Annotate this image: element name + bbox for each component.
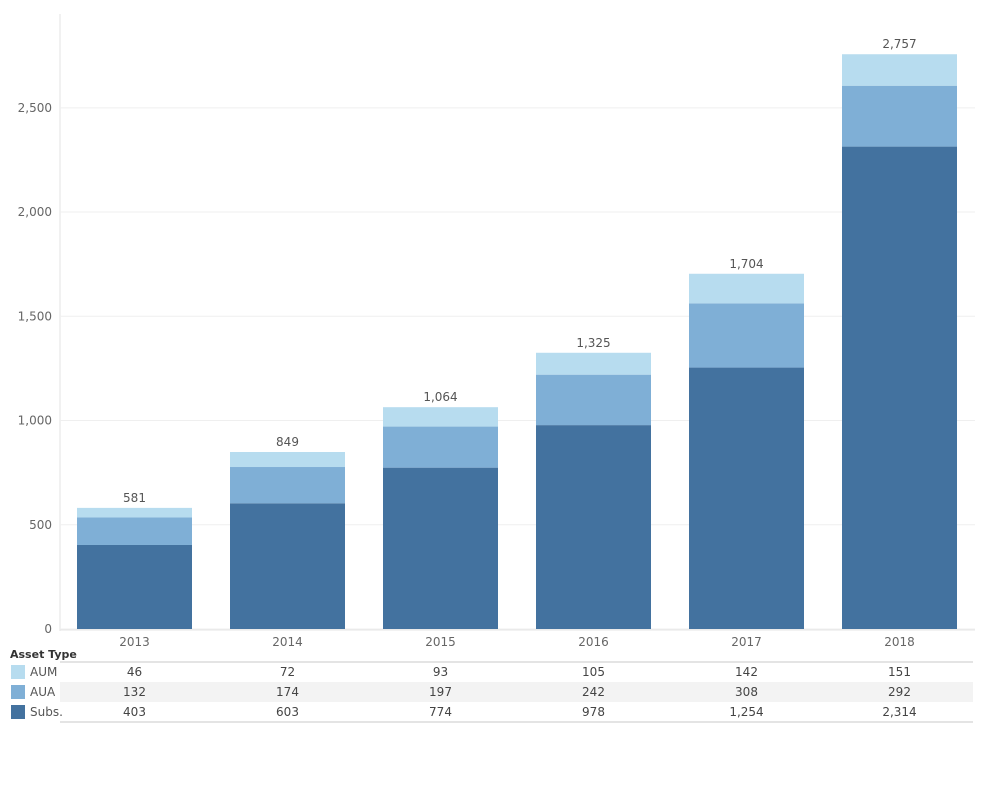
bar-total-label: 1,325 xyxy=(576,336,610,350)
table-cell: 93 xyxy=(433,665,448,679)
table-cell: 142 xyxy=(735,665,758,679)
y-tick-label: 1,000 xyxy=(18,414,52,428)
bar-segment xyxy=(689,303,804,368)
legend-label: Subs. xyxy=(30,705,63,719)
x-tick-label: 2015 xyxy=(425,635,456,649)
legend-label: AUM xyxy=(30,665,57,679)
bar-total-label: 581 xyxy=(123,491,146,505)
y-tick-label: 1,500 xyxy=(18,309,52,323)
bar-segment xyxy=(230,467,345,504)
table-row-band xyxy=(60,682,973,702)
x-tick-label: 2018 xyxy=(884,635,915,649)
bar-segment xyxy=(383,426,498,468)
bar-segment xyxy=(230,503,345,629)
table-cell: 105 xyxy=(582,665,605,679)
x-axis: 2013 2014 2015 2016 2017 2018 xyxy=(60,629,975,649)
bar-segment xyxy=(77,517,192,545)
bar-total-label: 849 xyxy=(276,435,299,449)
table-cell: 978 xyxy=(582,705,605,719)
bar-segment xyxy=(77,507,192,518)
legend-title: Asset Type xyxy=(10,648,77,661)
bar-segment xyxy=(689,367,804,629)
bars xyxy=(77,54,957,629)
table-cell: 197 xyxy=(429,685,452,699)
total-labels: 581 849 1,064 1,325 1,704 2,757 xyxy=(123,37,917,505)
legend-swatch xyxy=(11,685,25,699)
table-cell: 774 xyxy=(429,705,452,719)
bar-segment xyxy=(842,85,957,147)
y-tick-label: 2,000 xyxy=(18,205,52,219)
bar-segment xyxy=(689,273,804,304)
table-cell: 603 xyxy=(276,705,299,719)
legend-table: Asset Type AUM 46 72 93 105 142 151 AUA 132 174 19… xyxy=(10,648,973,723)
y-axis: 0 500 1,000 1,500 2,000 2,500 xyxy=(18,101,52,636)
bar-total-label: 1,704 xyxy=(729,257,763,271)
bar-segment xyxy=(842,54,957,86)
y-tick-label: 500 xyxy=(29,518,52,532)
table-cell: 72 xyxy=(280,665,295,679)
x-tick-label: 2013 xyxy=(119,635,150,649)
table-cell: 46 xyxy=(127,665,142,679)
table-cell: 403 xyxy=(123,705,146,719)
x-tick-label: 2016 xyxy=(578,635,609,649)
legend-swatch xyxy=(11,665,25,679)
table-cell: 292 xyxy=(888,685,911,699)
x-tick-label: 2017 xyxy=(731,635,762,649)
y-tick-label: 0 xyxy=(44,622,52,636)
table-cell: 174 xyxy=(276,685,299,699)
bar-segment xyxy=(77,544,192,629)
bar-segment xyxy=(842,146,957,629)
bar-segment xyxy=(536,352,651,375)
bar-segment xyxy=(536,425,651,629)
bar-segment xyxy=(383,467,498,629)
table-cell: 151 xyxy=(888,665,911,679)
table-cell: 132 xyxy=(123,685,146,699)
gridlines xyxy=(59,14,975,631)
table-cell: 2,314 xyxy=(882,705,916,719)
bar-total-label: 2,757 xyxy=(882,37,916,51)
bar-segment xyxy=(383,407,498,427)
bar-segment xyxy=(230,452,345,468)
bar-total-label: 1,064 xyxy=(423,390,457,404)
legend-swatch xyxy=(11,705,25,719)
table-cell: 308 xyxy=(735,685,758,699)
table-cell: 242 xyxy=(582,685,605,699)
legend-label: AUA xyxy=(30,685,56,699)
bar-segment xyxy=(536,374,651,426)
y-tick-label: 2,500 xyxy=(18,101,52,115)
table-cell: 1,254 xyxy=(729,705,763,719)
x-tick-label: 2014 xyxy=(272,635,303,649)
